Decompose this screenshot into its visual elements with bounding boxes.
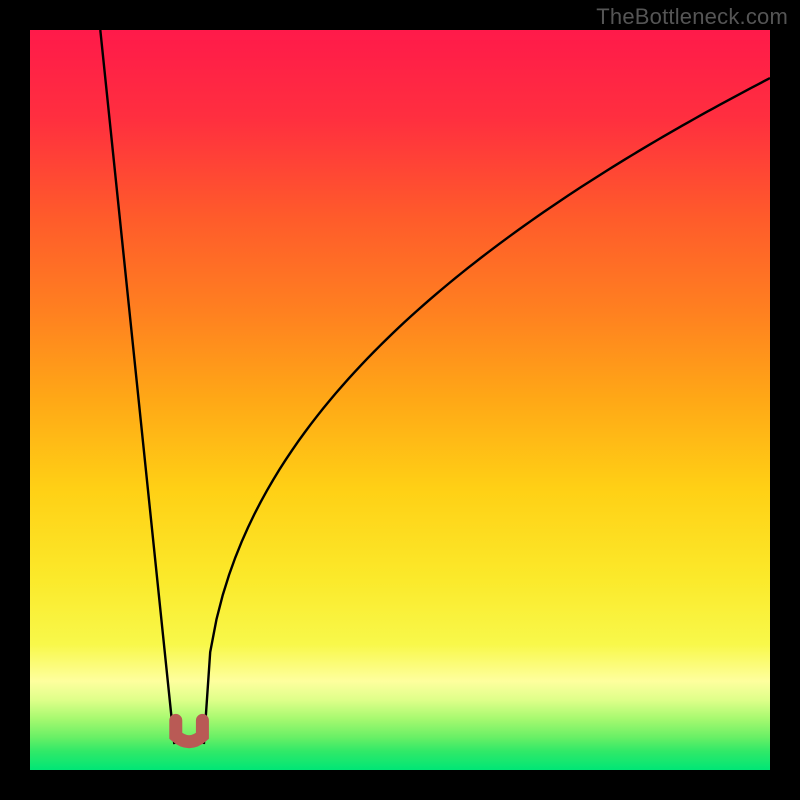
- plot-background: [30, 30, 770, 770]
- bottleneck-plot: [0, 0, 800, 800]
- chart-container: TheBottleneck.com: [0, 0, 800, 800]
- watermark-text: TheBottleneck.com: [596, 4, 788, 30]
